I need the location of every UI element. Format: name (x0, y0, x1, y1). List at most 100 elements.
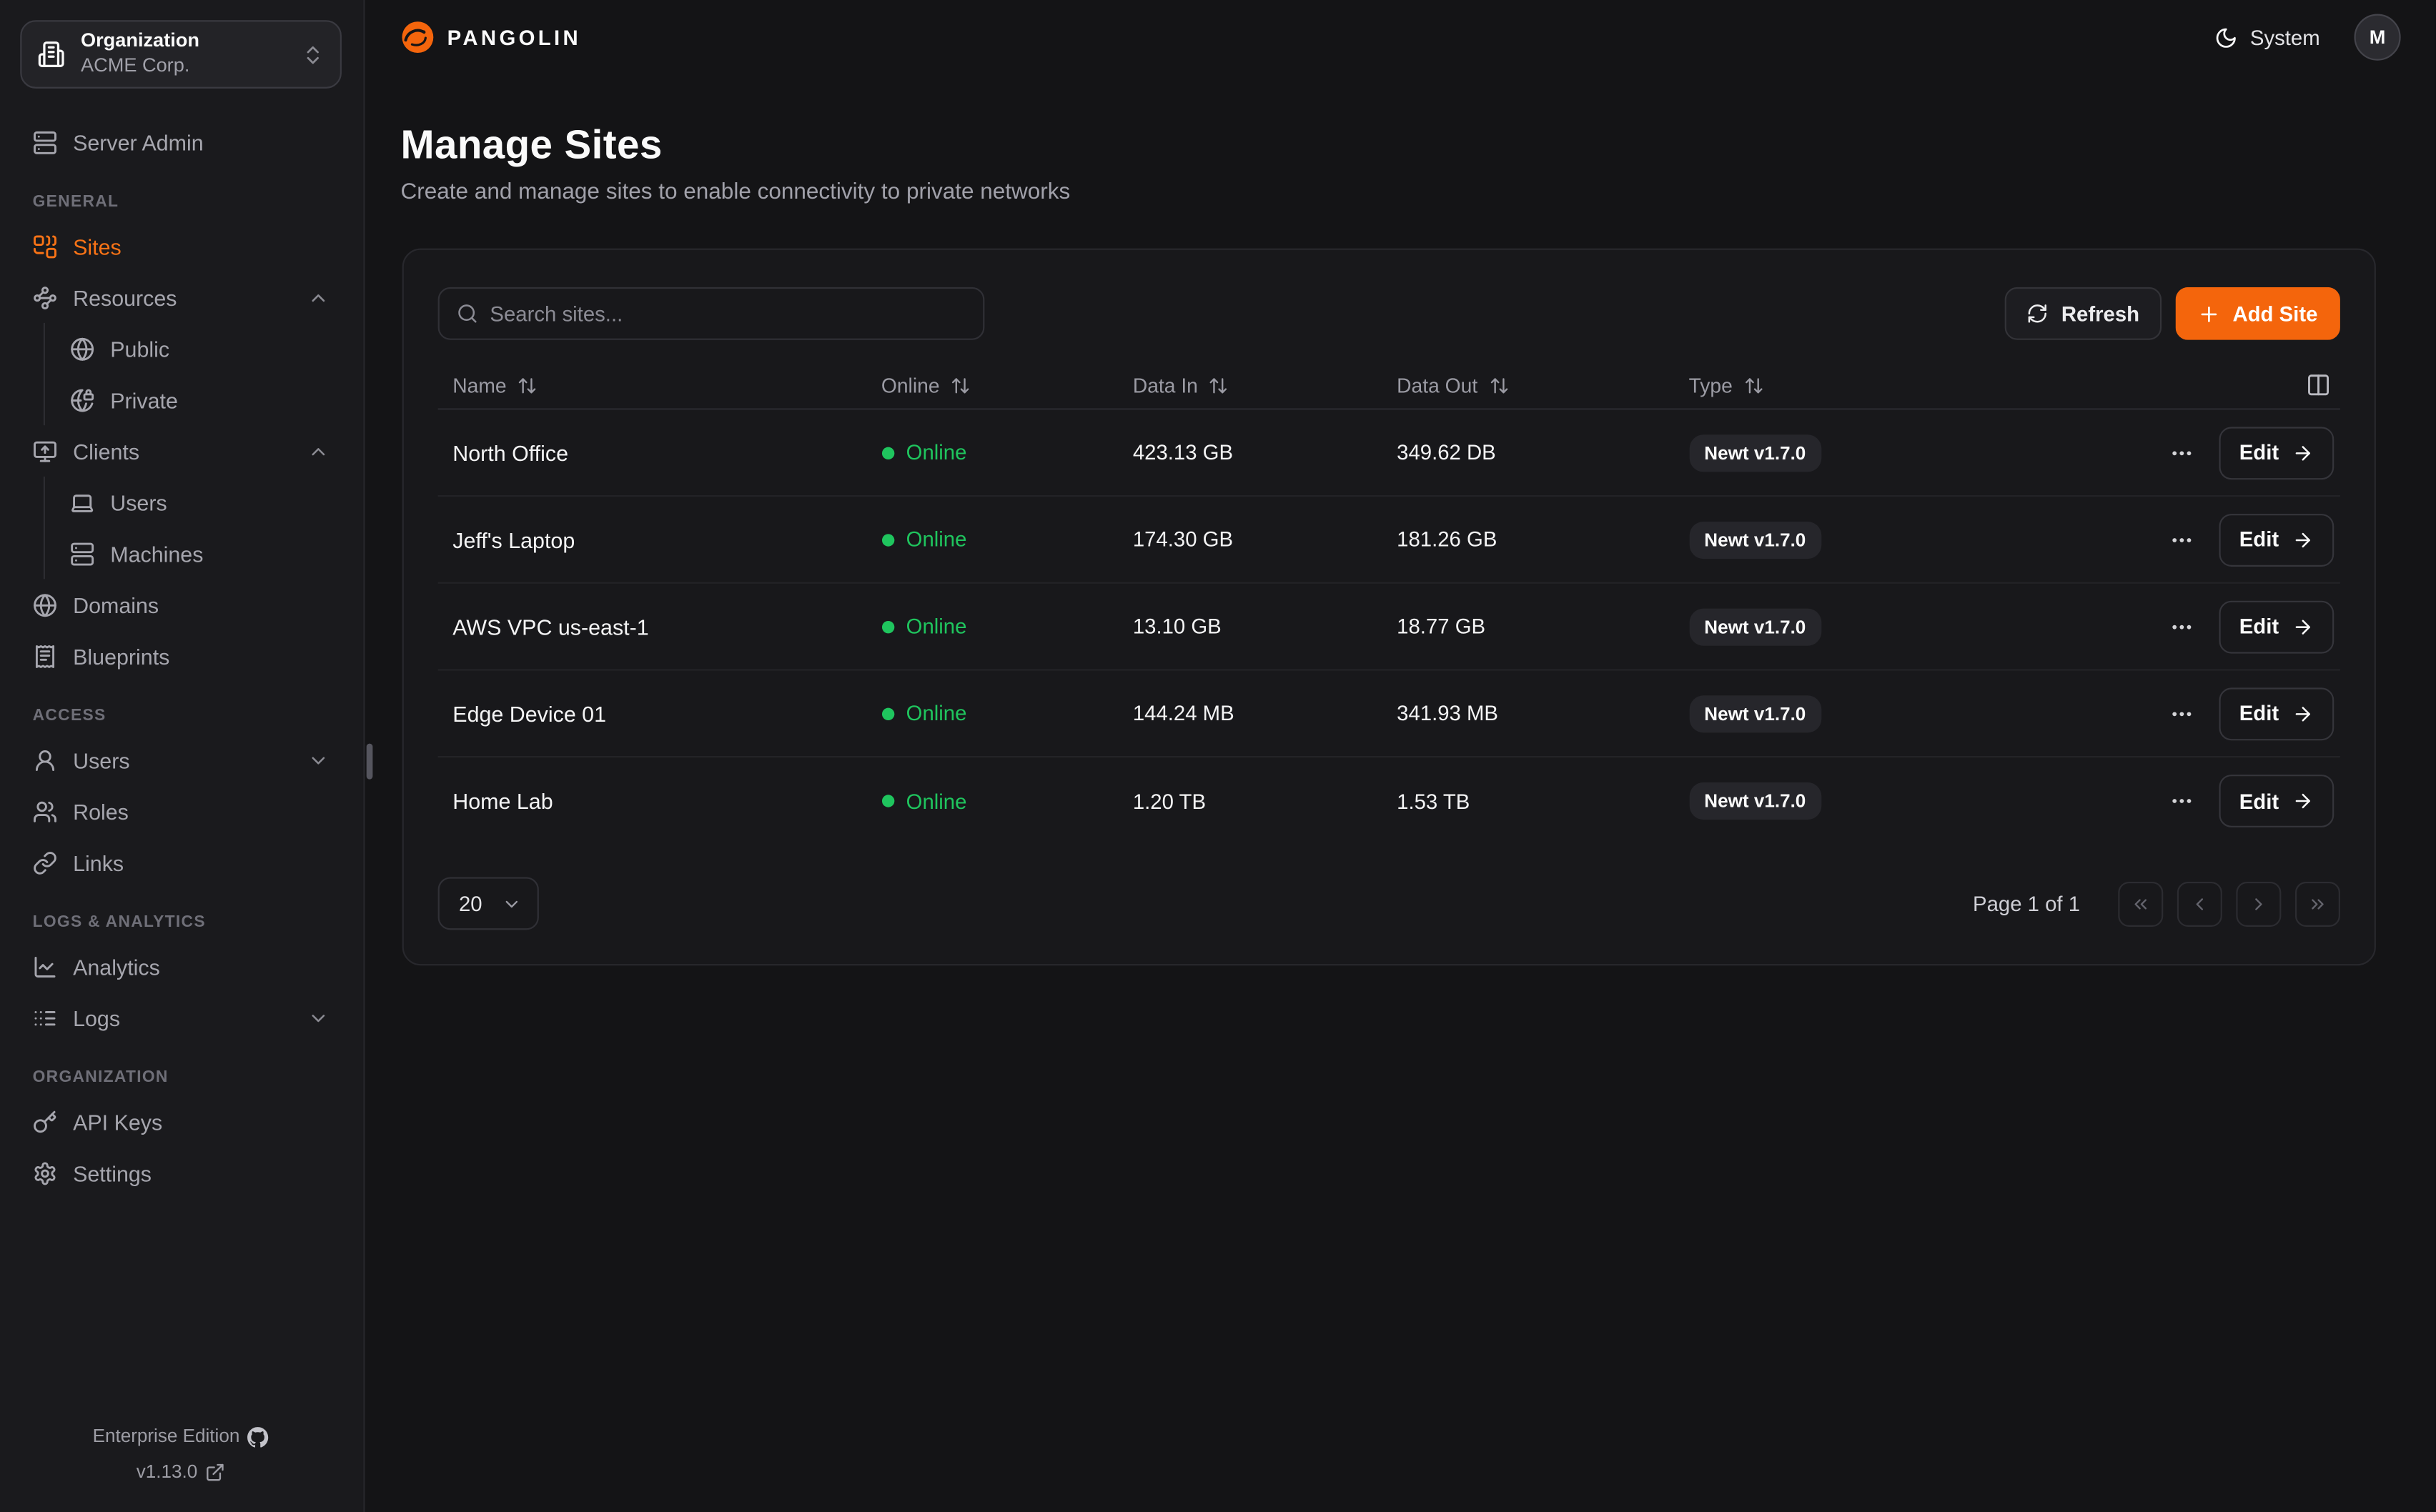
edit-button[interactable]: Edit (2219, 687, 2334, 740)
chevron-up-icon (307, 287, 329, 308)
column-header-data-out[interactable]: Data Out (1381, 373, 1673, 397)
sidebar-item-links[interactable]: Links (20, 837, 342, 888)
site-status: Online (866, 702, 1117, 725)
arrow-right-icon (2292, 529, 2313, 550)
site-status: Online (866, 528, 1117, 551)
main-area: PANGOLIN System M Manage Sites Create an… (367, 0, 2435, 1512)
server-icon (70, 541, 95, 566)
sidebar-item-users[interactable]: Users (20, 735, 342, 786)
sidebar-item-blueprints[interactable]: Blueprints (20, 630, 342, 682)
search-box (437, 287, 984, 340)
last-page-button[interactable] (2294, 880, 2340, 926)
topbar: PANGOLIN System M (401, 0, 2401, 74)
search-input[interactable] (490, 302, 966, 326)
laptop-icon (70, 489, 95, 514)
refresh-button[interactable]: Refresh (2005, 287, 2162, 340)
chevrons-up-down-icon (301, 43, 325, 66)
site-data-out: 181.26 GB (1397, 527, 1497, 552)
site-type-badge: Newt v1.7.0 (1688, 695, 1822, 732)
sidebar-item-logs[interactable]: Logs (20, 992, 342, 1043)
sidebar-item-private[interactable]: Private (64, 374, 342, 426)
gear-icon (33, 1160, 58, 1185)
external-link-icon[interactable] (205, 1463, 225, 1483)
section-label-logs-analytics: LOGS & ANALYTICS (32, 912, 206, 932)
section-label-access: ACCESS (32, 706, 107, 725)
table-row: Edge Device 01 Online 144.24 MB 341.93 M… (437, 671, 2340, 758)
receipt-icon (33, 643, 58, 668)
avatar[interactable]: M (2354, 14, 2401, 61)
pagination: 20 Page 1 of 1 (437, 877, 2340, 930)
first-page-button[interactable] (2117, 880, 2163, 926)
sidebar-item-settings[interactable]: Settings (20, 1147, 342, 1198)
columns-icon (2305, 372, 2330, 397)
brand-name: PANGOLIN (447, 25, 582, 49)
sidebar-item-label: Private (110, 387, 178, 412)
sidebar-item-label: Server Admin (73, 129, 204, 155)
chevron-down-icon (307, 1007, 329, 1028)
edit-button[interactable]: Edit (2219, 426, 2334, 479)
sidebar-item-label: Links (73, 850, 124, 875)
sidebar-item-server-admin[interactable]: Server Admin (20, 116, 342, 168)
chevron-down-icon (501, 893, 521, 913)
sidebar-item-resources[interactable]: Resources (20, 272, 342, 323)
row-menu-button[interactable] (2169, 527, 2194, 552)
sidebar-item-analytics[interactable]: Analytics (20, 941, 342, 993)
online-dot-icon (881, 795, 894, 807)
key-icon (33, 1109, 58, 1134)
section-label-organization: ORGANIZATION (32, 1068, 169, 1087)
github-icon[interactable] (247, 1426, 269, 1448)
sidebar-item-label: Settings (73, 1160, 152, 1185)
clients-subgroup: Users Machines (43, 476, 342, 580)
sidebar-item-label: Analytics (73, 953, 160, 979)
sort-icon (1209, 375, 1229, 395)
row-menu-button[interactable] (2169, 789, 2194, 814)
sidebar-item-domains[interactable]: Domains (20, 579, 342, 630)
brand-logo: PANGOLIN (401, 20, 582, 54)
edit-button[interactable]: Edit (2219, 513, 2334, 566)
link-icon (33, 850, 58, 875)
column-header-type[interactable]: Type (1673, 373, 2113, 397)
org-switcher-label: Organization (80, 30, 199, 52)
sidebar-item-public[interactable]: Public (64, 323, 342, 374)
arrow-right-icon (2292, 702, 2313, 724)
site-data-in: 174.30 GB (1132, 527, 1234, 552)
sidebar-item-client-users[interactable]: Users (64, 477, 342, 528)
sidebar-scrollbar-thumb[interactable] (366, 743, 373, 780)
sidebar-item-label: Sites (73, 233, 122, 259)
sidebar-item-machines[interactable]: Machines (64, 528, 342, 580)
page-size-select[interactable]: 20 (437, 877, 538, 930)
sidebar-item-sites[interactable]: Sites (20, 220, 342, 272)
table-row: AWS VPC us-east-1 Online 13.10 GB 18.77 … (437, 584, 2340, 671)
sidebar-item-roles[interactable]: Roles (20, 785, 342, 837)
version-label: v1.13.0 (136, 1461, 198, 1483)
chart-line-icon (33, 954, 58, 979)
sidebar-item-clients[interactable]: Clients (20, 425, 342, 477)
prev-page-button[interactable] (2176, 880, 2222, 926)
sidebar-item-label: Logs (73, 1005, 121, 1030)
edit-button[interactable]: Edit (2219, 775, 2334, 827)
column-header-online[interactable]: Online (866, 373, 1117, 397)
row-menu-button[interactable] (2169, 614, 2194, 639)
org-switcher[interactable]: Organization ACME Corp. (20, 20, 342, 89)
resources-subgroup: Public Private (43, 322, 342, 426)
arrow-right-icon (2292, 442, 2313, 463)
section-label-general: GENERAL (32, 192, 119, 212)
add-site-button[interactable]: Add Site (2175, 287, 2340, 340)
site-data-in: 13.10 GB (1132, 615, 1222, 638)
column-header-data-in[interactable]: Data In (1117, 373, 1381, 397)
sidebar-item-api-keys[interactable]: API Keys (20, 1096, 342, 1148)
column-visibility-button[interactable] (2113, 372, 2340, 397)
next-page-button[interactable] (2235, 880, 2281, 926)
row-menu-button[interactable] (2169, 440, 2194, 465)
card-toolbar: Refresh Add Site (437, 287, 2340, 340)
theme-toggle[interactable]: System (2214, 26, 2320, 49)
column-header-name[interactable]: Name (437, 373, 866, 397)
edit-button[interactable]: Edit (2219, 600, 2334, 653)
search-icon (456, 303, 477, 324)
table-row: North Office Online 423.13 GB 349.62 DB … (437, 410, 2340, 497)
sidebar-nav: Server Admin GENERAL Sites Resources (20, 116, 342, 1198)
row-menu-button[interactable] (2169, 701, 2194, 726)
sidebar-item-label: Machines (110, 541, 204, 566)
sidebar-item-label: Roles (73, 798, 129, 824)
